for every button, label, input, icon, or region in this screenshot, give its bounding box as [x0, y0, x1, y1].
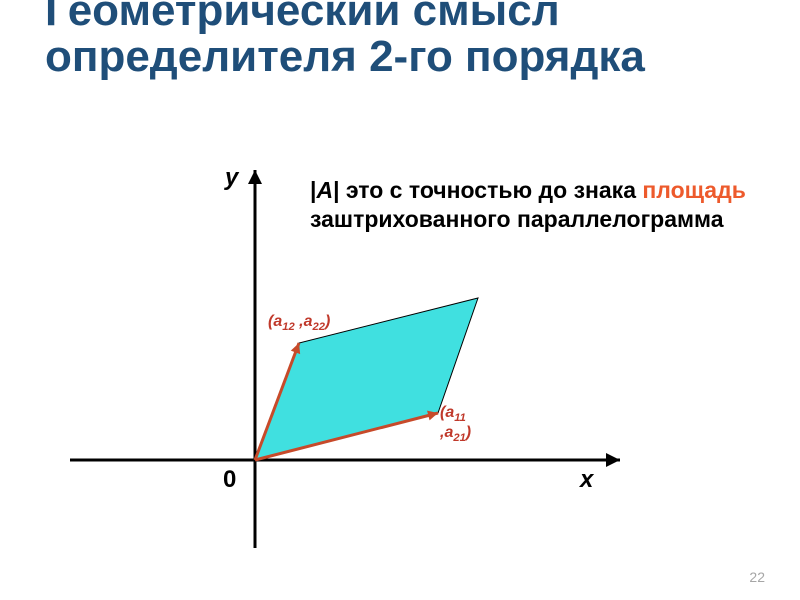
page-number: 22 [749, 569, 765, 585]
y-axis-label: y [225, 164, 238, 192]
point-label-a12-a22: (а12 ,а22) [268, 313, 388, 333]
geometry-diagram [0, 0, 800, 600]
origin-label: 0 [223, 466, 236, 494]
y-axis-arrow-icon [248, 170, 262, 184]
x-axis-label: x [580, 466, 593, 494]
point-label-a11-a21: (а11 ,а21) [440, 404, 500, 444]
x-axis-arrow-icon [606, 453, 620, 467]
